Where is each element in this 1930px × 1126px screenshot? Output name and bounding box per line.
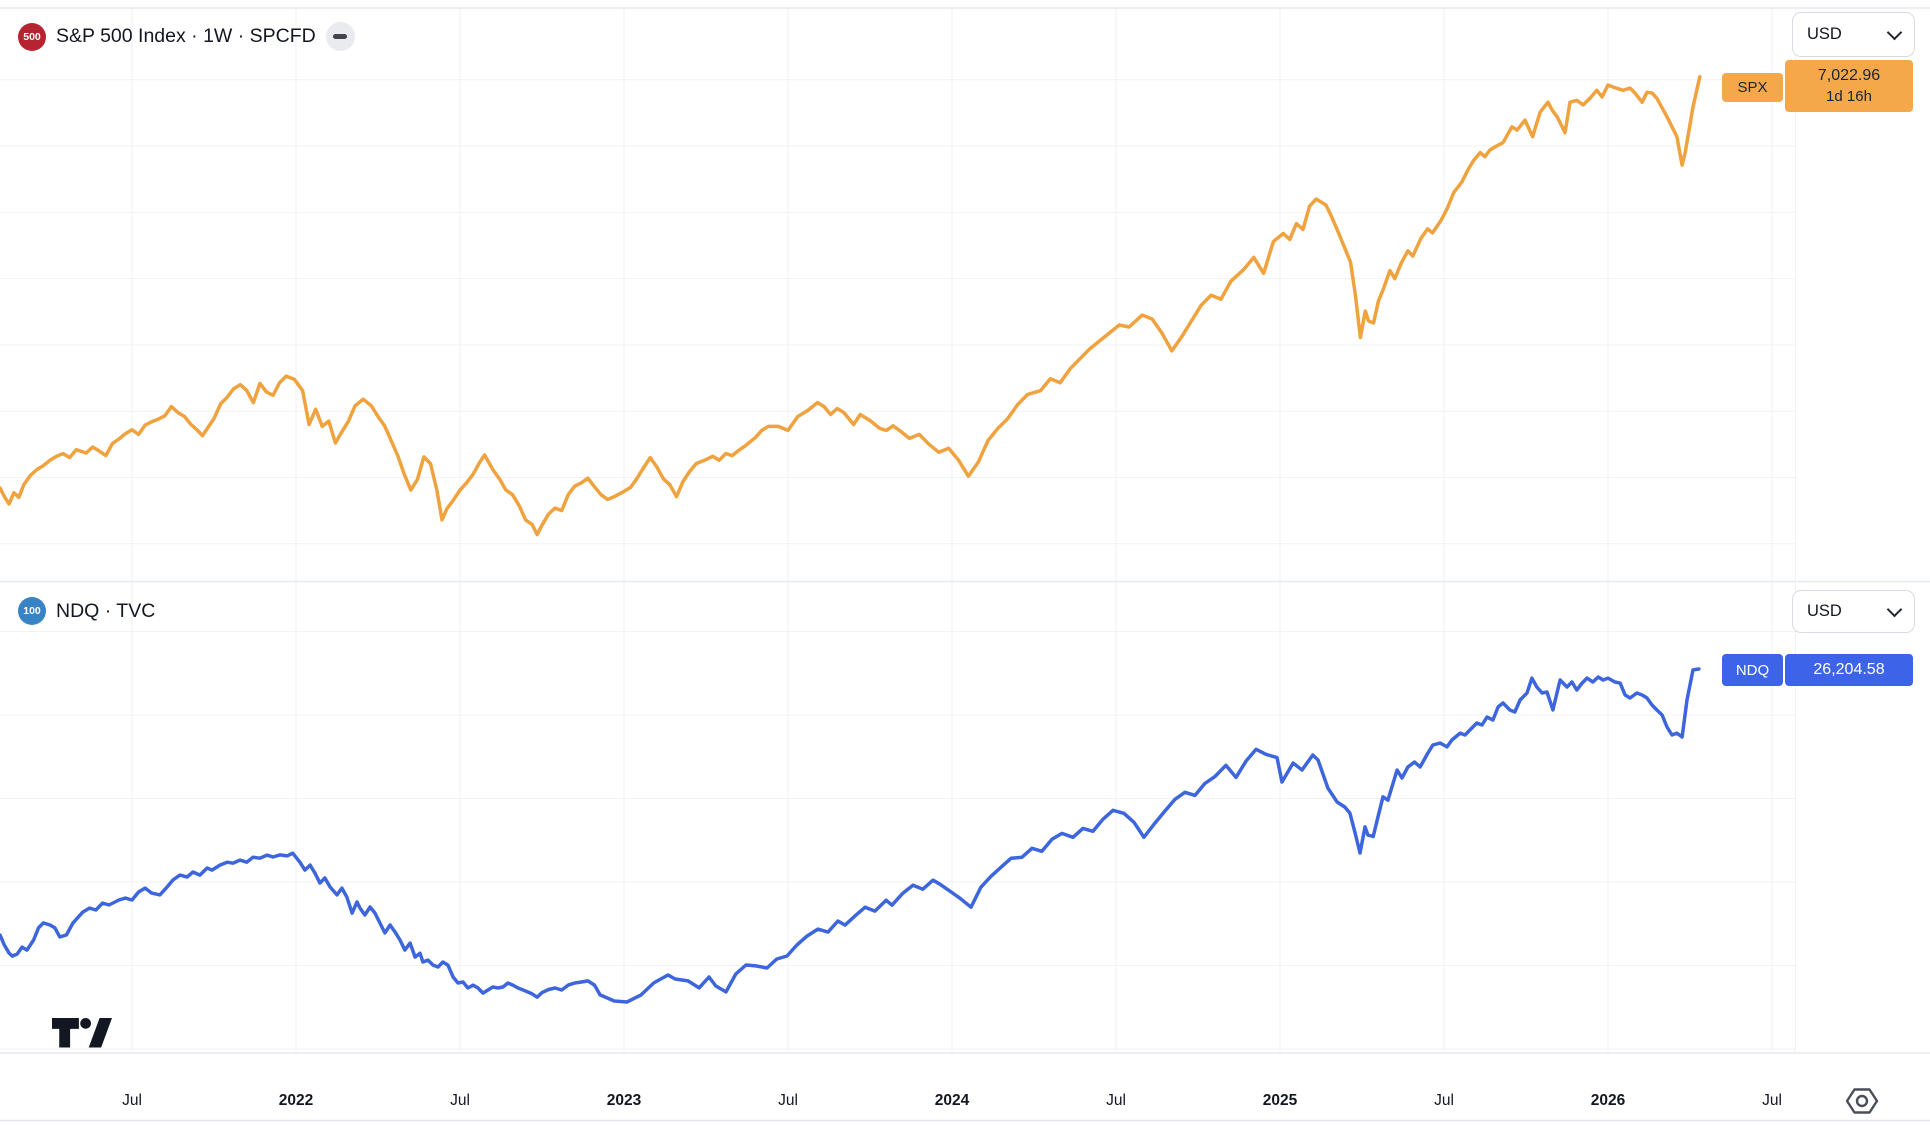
price-tag-spx-value: 7,022.96 1d 16h <box>1785 60 1913 112</box>
currency-select-top[interactable]: USD <box>1792 12 1915 57</box>
time-axis-label: 2022 <box>278 1092 314 1109</box>
time-axis-label: 2023 <box>606 1092 642 1109</box>
time-axis-label: Jul <box>450 1092 470 1109</box>
legend-ndq-title[interactable]: NDQ · TVC <box>56 599 156 622</box>
price-scale[interactable]: 6,500.006,000.005,500.005,000.004,500.00… <box>1796 8 1930 1053</box>
hide-series-button[interactable] <box>325 22 355 51</box>
minus-icon <box>333 34 348 39</box>
price-tag-ndq: NDQ 26,204.58 <box>1722 654 1913 686</box>
legend-spx-title[interactable]: S&P 500 Index · 1W · SPCFD <box>56 25 316 47</box>
price-tag-spx: SPX 7,022.96 1d 16h <box>1722 60 1913 112</box>
price-tag-ndq-value: 26,204.58 <box>1785 654 1913 686</box>
series-line-ndq <box>0 667 1701 1004</box>
scale-settings-button[interactable] <box>1845 1087 1879 1118</box>
price-tag-ndq-symbol: NDQ <box>1722 654 1783 686</box>
time-axis-label: Jul <box>778 1092 798 1109</box>
time-axis-label: 2025 <box>1262 1092 1298 1109</box>
currency-select-bottom-value: USD <box>1807 602 1842 620</box>
chevron-down-icon <box>1886 601 1903 617</box>
currency-select-bottom[interactable]: USD <box>1792 590 1915 633</box>
time-scale[interactable]: Jul 2022 Jul 2023 Jul 2024 Jul 2025 Jul 2026 Jul <box>0 1054 1930 1120</box>
currency-select-top-value: USD <box>1807 25 1842 43</box>
series-line-spx <box>0 74 1702 537</box>
legend-spx: 500 S&P 500 Index · 1W · SPCFD <box>18 22 355 51</box>
nasdaq100-logo-icon: 100 <box>18 597 46 625</box>
time-axis-label: Jul <box>122 1092 142 1109</box>
time-axis-label: Jul <box>1762 1092 1782 1109</box>
time-axis-label: Jul <box>1434 1092 1454 1109</box>
ndq-last-price: 26,204.58 <box>1813 660 1885 678</box>
time-axis-label: Jul <box>1106 1092 1126 1109</box>
price-tag-spx-symbol: SPX <box>1722 72 1783 102</box>
spx-bar-countdown: 1d 16h <box>1826 87 1872 105</box>
legend-ndq: 100 NDQ · TVC <box>18 597 155 625</box>
hex-nut-icon <box>1845 1088 1879 1114</box>
tradingview-logo-icon[interactable] <box>52 1018 112 1053</box>
chevron-down-icon <box>1886 24 1903 40</box>
time-axis-label: 2026 <box>1590 1092 1626 1109</box>
spx-last-price: 7,022.96 <box>1817 66 1881 84</box>
sp500-logo-icon: 500 <box>18 22 46 51</box>
time-axis-label: 2024 <box>934 1092 970 1109</box>
